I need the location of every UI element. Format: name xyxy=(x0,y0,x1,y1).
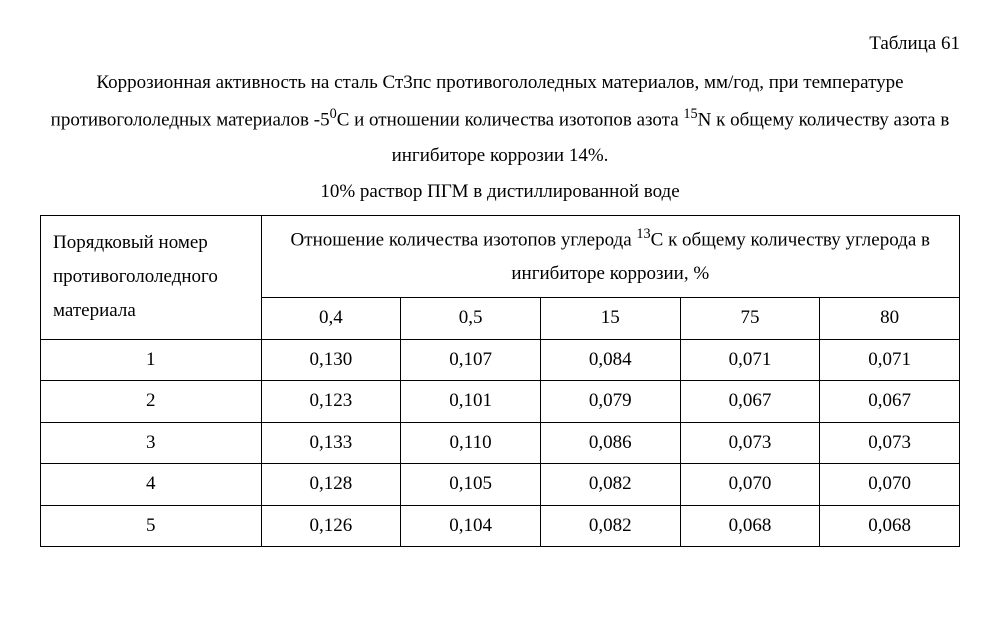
cell: 0,070 xyxy=(680,464,820,506)
row-index: 2 xyxy=(41,381,262,423)
cell: 0,130 xyxy=(261,339,401,381)
cell: 0,073 xyxy=(820,422,960,464)
cell: 0,128 xyxy=(261,464,401,506)
table-row: 3 0,133 0,110 0,086 0,073 0,073 xyxy=(41,422,960,464)
cell: 0,067 xyxy=(680,381,820,423)
cell: 0,133 xyxy=(261,422,401,464)
cell: 0,079 xyxy=(540,381,680,423)
table-header-row-1: Порядковый номер противогололедного мате… xyxy=(41,215,960,298)
column-group-header: Отношение количества изотопов углерода 1… xyxy=(261,215,959,298)
table-number-label: Таблица 61 xyxy=(40,30,960,59)
table-row: 1 0,130 0,107 0,084 0,071 0,071 xyxy=(41,339,960,381)
table-row: 5 0,126 0,104 0,082 0,068 0,068 xyxy=(41,505,960,547)
row-index: 5 xyxy=(41,505,262,547)
cell: 0,107 xyxy=(401,339,541,381)
row-header: Порядковый номер противогололедного мате… xyxy=(41,215,262,339)
col-header-0: 0,4 xyxy=(261,298,401,340)
table-body: 1 0,130 0,107 0,084 0,071 0,071 2 0,123 … xyxy=(41,339,960,547)
cell: 0,073 xyxy=(680,422,820,464)
cell: 0,110 xyxy=(401,422,541,464)
cell: 0,071 xyxy=(820,339,960,381)
cell: 0,101 xyxy=(401,381,541,423)
data-table: Порядковый номер противогололедного мате… xyxy=(40,215,960,548)
table-row: 4 0,128 0,105 0,082 0,070 0,070 xyxy=(41,464,960,506)
cell: 0,123 xyxy=(261,381,401,423)
row-index: 3 xyxy=(41,422,262,464)
row-index: 1 xyxy=(41,339,262,381)
cell: 0,068 xyxy=(820,505,960,547)
cell: 0,084 xyxy=(540,339,680,381)
table-row: 2 0,123 0,101 0,079 0,067 0,067 xyxy=(41,381,960,423)
cell: 0,082 xyxy=(540,505,680,547)
cell: 0,070 xyxy=(820,464,960,506)
cell: 0,071 xyxy=(680,339,820,381)
table-caption: Коррозионная активность на сталь Ст3пс п… xyxy=(50,65,950,175)
cell: 0,104 xyxy=(401,505,541,547)
col-header-4: 80 xyxy=(820,298,960,340)
col-header-3: 75 xyxy=(680,298,820,340)
col-header-2: 15 xyxy=(540,298,680,340)
cell: 0,082 xyxy=(540,464,680,506)
row-index: 4 xyxy=(41,464,262,506)
cell: 0,086 xyxy=(540,422,680,464)
table-subcaption: 10% раствор ПГМ в дистиллированной воде xyxy=(40,178,960,207)
col-header-1: 0,5 xyxy=(401,298,541,340)
cell: 0,105 xyxy=(401,464,541,506)
cell: 0,067 xyxy=(820,381,960,423)
cell: 0,068 xyxy=(680,505,820,547)
cell: 0,126 xyxy=(261,505,401,547)
